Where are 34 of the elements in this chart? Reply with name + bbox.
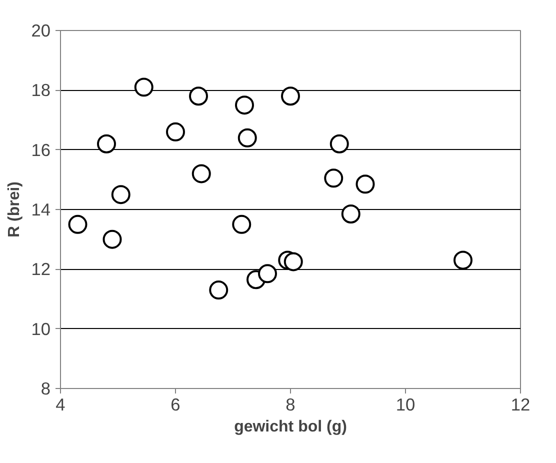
point bbox=[189, 86, 208, 106]
x-tick-label: 10 bbox=[396, 394, 416, 414]
y-tick-label: 18 bbox=[31, 80, 51, 100]
y-tick-label: 10 bbox=[31, 318, 51, 339]
x-tick-label: 6 bbox=[170, 394, 180, 414]
point bbox=[192, 164, 211, 184]
x-axis-title: gewicht bol (g) bbox=[234, 418, 347, 436]
point bbox=[97, 134, 116, 154]
point bbox=[258, 264, 277, 284]
point bbox=[232, 214, 252, 234]
y-axis-title: R (brei) bbox=[6, 182, 24, 238]
y-tick-label: 20 bbox=[31, 20, 51, 40]
x-tick-label: 8 bbox=[286, 394, 296, 414]
point bbox=[284, 252, 303, 272]
point bbox=[238, 128, 257, 148]
point bbox=[356, 174, 375, 194]
x-tick-label: 12 bbox=[510, 394, 530, 414]
point bbox=[166, 122, 185, 142]
point bbox=[324, 168, 344, 188]
point bbox=[341, 204, 360, 224]
point bbox=[68, 214, 88, 234]
point bbox=[134, 78, 154, 97]
point bbox=[235, 96, 254, 115]
y-tick-label: 16 bbox=[31, 140, 51, 160]
y-tick-label: 14 bbox=[31, 200, 51, 220]
point bbox=[330, 134, 349, 154]
y-tick-label: 12 bbox=[31, 259, 51, 280]
x-tick-label: 4 bbox=[56, 394, 66, 414]
point bbox=[102, 230, 122, 249]
point bbox=[111, 185, 130, 204]
y-tick-label: 8 bbox=[40, 378, 51, 398]
point bbox=[209, 280, 228, 300]
point bbox=[281, 86, 300, 106]
point bbox=[454, 250, 472, 270]
